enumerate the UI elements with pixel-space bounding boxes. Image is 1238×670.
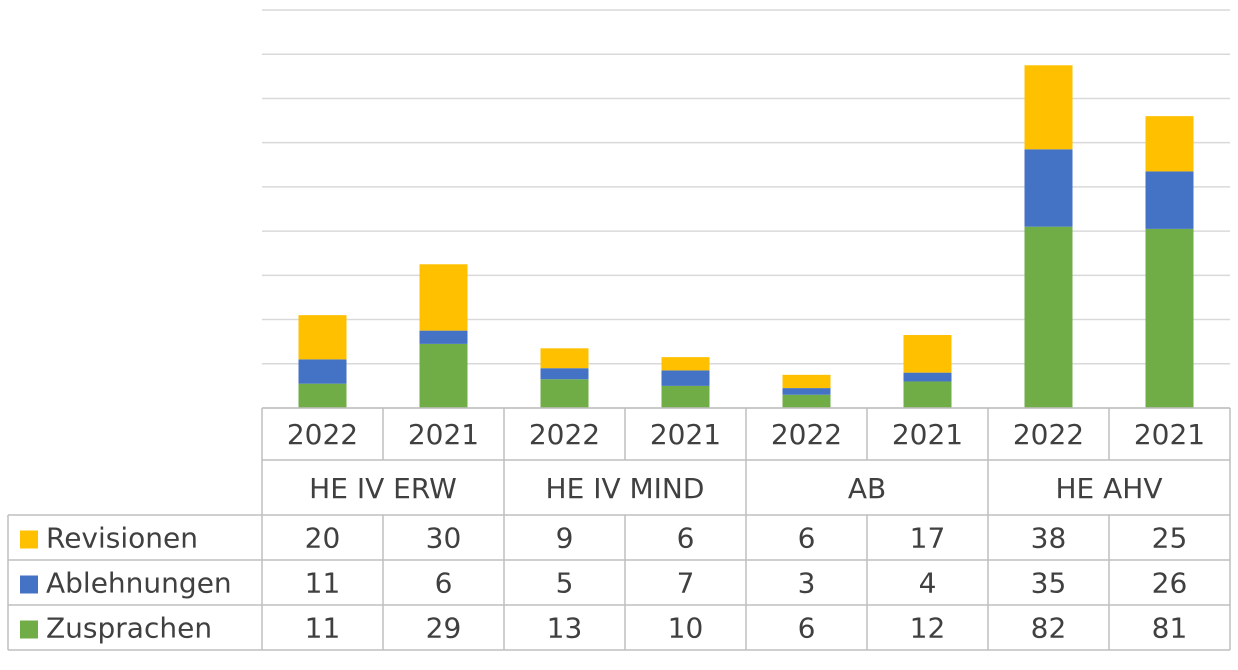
table-value: 29 xyxy=(426,612,462,645)
bar-segment xyxy=(1024,65,1073,150)
bar-segment xyxy=(903,372,952,382)
bar-segment xyxy=(419,330,468,344)
table-value: 11 xyxy=(305,612,341,645)
bar-segment xyxy=(903,335,952,373)
bar-segment xyxy=(1145,116,1194,172)
bar-segment xyxy=(298,359,347,384)
bar-segment xyxy=(540,368,589,380)
table-value: 20 xyxy=(305,522,341,555)
table-value: 6 xyxy=(677,522,695,555)
table-value: 81 xyxy=(1152,612,1188,645)
bar-segment xyxy=(1024,226,1073,408)
table-value: 5 xyxy=(556,567,574,600)
table-value: 3 xyxy=(798,567,816,600)
table-value: 38 xyxy=(1031,522,1067,555)
bar-segment xyxy=(419,264,468,331)
x-tick-label: 2022 xyxy=(1013,418,1084,451)
x-tick-label: 2021 xyxy=(408,418,479,451)
table-value: 26 xyxy=(1152,567,1188,600)
bar-segment xyxy=(419,343,468,408)
table-value: 35 xyxy=(1031,567,1067,600)
bar-segment xyxy=(1145,228,1194,408)
bar-segment xyxy=(903,381,952,408)
x-tick-label: 2022 xyxy=(771,418,842,451)
bar-segment xyxy=(298,383,347,408)
x-tick-label: 2021 xyxy=(1134,418,1205,451)
table-value: 17 xyxy=(910,522,946,555)
legend-swatch xyxy=(20,530,38,549)
table-value: 9 xyxy=(556,522,574,555)
group-label: HE IV MIND xyxy=(546,472,705,505)
x-tick-label: 2021 xyxy=(650,418,721,451)
x-tick-label: 2022 xyxy=(287,418,358,451)
table-value: 4 xyxy=(919,567,937,600)
bar-segment xyxy=(782,388,831,395)
table-value: 30 xyxy=(426,522,462,555)
legend-swatch xyxy=(20,620,38,639)
table-value: 7 xyxy=(677,567,695,600)
table-value: 11 xyxy=(305,567,341,600)
bar-segment xyxy=(298,315,347,360)
bar-segment xyxy=(540,379,589,408)
group-label: AB xyxy=(848,472,886,505)
legend-label: Revisionen xyxy=(46,522,198,555)
table-value: 6 xyxy=(798,522,816,555)
group-label: HE IV ERW xyxy=(309,472,457,505)
table-value: 13 xyxy=(547,612,583,645)
table-value: 25 xyxy=(1152,522,1188,555)
bar-segment xyxy=(1145,171,1194,229)
table-value: 6 xyxy=(435,567,453,600)
table-value: 82 xyxy=(1031,612,1067,645)
bar-segment xyxy=(540,348,589,369)
bar-segment xyxy=(782,394,831,408)
legend-label: Zusprachen xyxy=(46,612,212,645)
legend-label: Ablehnungen xyxy=(46,567,232,600)
bar-segment xyxy=(661,385,710,408)
table-value: 6 xyxy=(798,612,816,645)
bar-segment xyxy=(661,370,710,386)
bar-segment xyxy=(1024,149,1073,227)
table-value: 12 xyxy=(910,612,946,645)
table-value: 10 xyxy=(668,612,704,645)
group-label: HE AHV xyxy=(1055,472,1162,505)
x-tick-label: 2021 xyxy=(892,418,963,451)
bar-segment xyxy=(782,374,831,389)
legend-swatch xyxy=(20,575,38,594)
bar-segment xyxy=(661,357,710,371)
x-tick-label: 2022 xyxy=(529,418,600,451)
